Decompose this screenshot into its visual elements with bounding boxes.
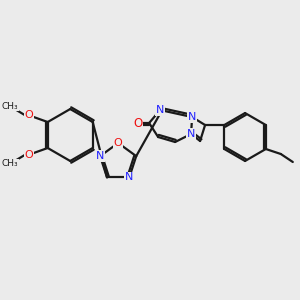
Text: N: N (156, 105, 164, 115)
Text: CH₃: CH₃ (2, 160, 18, 169)
Text: O: O (24, 150, 33, 160)
Text: O: O (24, 110, 33, 120)
Text: O: O (114, 138, 122, 148)
Text: N: N (96, 151, 104, 161)
Text: CH₃: CH₃ (2, 101, 18, 110)
Text: N: N (188, 112, 196, 122)
Text: O: O (134, 116, 143, 130)
Text: N: N (187, 129, 195, 139)
Text: N: N (125, 172, 134, 182)
